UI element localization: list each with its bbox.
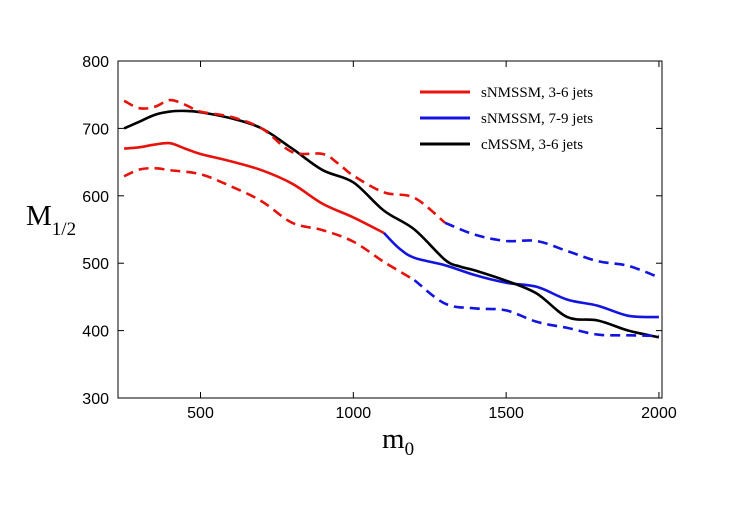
y-tick-label: 800 bbox=[82, 54, 109, 71]
plot-frame bbox=[117, 60, 663, 399]
series-line-dashed-3 bbox=[123, 98, 446, 224]
y-tick-label: 400 bbox=[82, 324, 109, 341]
y-tick-label: 600 bbox=[82, 189, 109, 206]
series-line-dashed-6 bbox=[413, 279, 659, 338]
y-tick-label: 700 bbox=[82, 121, 109, 138]
axis-ticks: 500 1000 1500 2000 300 400 500 600 700 800 bbox=[82, 54, 677, 422]
legend-label-cmssm-3-6: cMSSM, 3-6 jets bbox=[481, 137, 583, 153]
y-tick-label: 500 bbox=[82, 256, 109, 273]
y-tick-label: 300 bbox=[82, 391, 109, 408]
y-axis-title-sub: 1/2 bbox=[52, 219, 76, 240]
series-line-solid-2 bbox=[123, 109, 660, 339]
x-tick-label: 1500 bbox=[488, 405, 524, 422]
x-tick-label: 1000 bbox=[336, 405, 372, 422]
x-axis-title: m0 bbox=[382, 423, 414, 460]
x-axis-title-sub: 0 bbox=[405, 439, 415, 460]
legend-label-snmssm-7-9: sNMSSM, 7-9 jets bbox=[481, 111, 593, 127]
y-axis-title: M1/2 bbox=[26, 200, 76, 240]
legend: sNMSSM, 3-6 jets sNMSSM, 7-9 jets cMSSM,… bbox=[420, 85, 593, 153]
y-axis-title-main: M bbox=[26, 200, 52, 232]
series-line-solid-1 bbox=[382, 231, 659, 319]
series-line-dashed-4 bbox=[444, 221, 660, 279]
x-tick-label: 500 bbox=[187, 405, 214, 422]
series-line-solid-0 bbox=[124, 141, 385, 235]
x-tick-label: 2000 bbox=[641, 405, 677, 422]
series-layer bbox=[123, 98, 660, 339]
series-line-dashed-5 bbox=[123, 166, 416, 282]
x-axis-title-main: m bbox=[382, 423, 405, 455]
legend-label-snmssm-3-6: sNMSSM, 3-6 jets bbox=[481, 85, 593, 101]
